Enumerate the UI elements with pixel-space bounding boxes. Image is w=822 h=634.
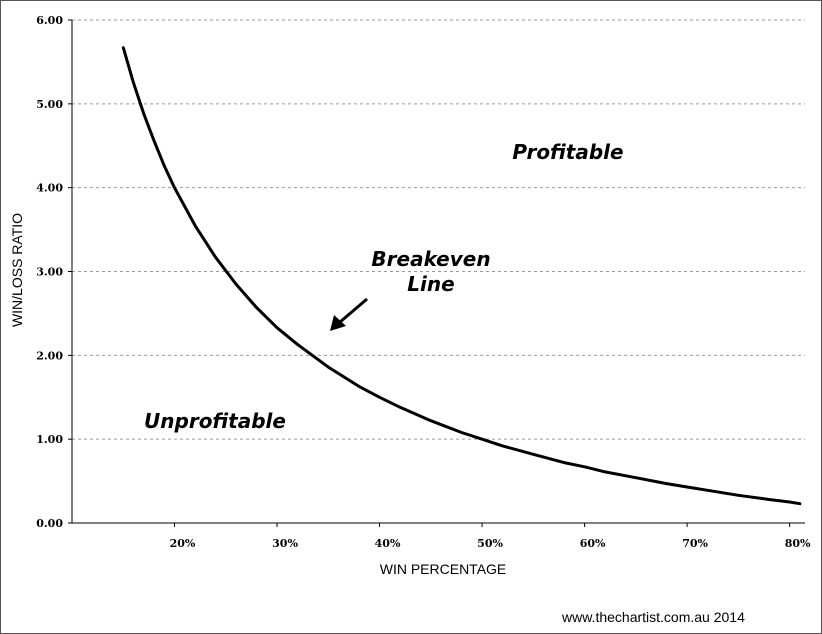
breakeven-line-series-0 (121, 46, 802, 506)
y-tick-label-0: 0.00 (36, 517, 63, 530)
y-tick-label-2: 2.00 (36, 349, 63, 362)
x-tick-label-6: 80% (785, 537, 811, 550)
x-tick-label-0: 20% (170, 537, 196, 550)
y-tick-label-4: 4.00 (36, 182, 63, 195)
y-tick-label-1: 1.00 (36, 433, 63, 446)
credit-text: www.thechartist.com.au 2014 (561, 609, 745, 625)
x-tick-label-5: 70% (682, 537, 708, 550)
x-tick-label-4: 60% (580, 537, 606, 550)
y-tick-label-6: 6.00 (36, 14, 63, 27)
y-axis-label: WIN/LOSS RATIO (9, 213, 25, 327)
unprofitable-annotation: Unprofitable (144, 409, 286, 433)
x-tick-label-3: 50% (477, 537, 503, 550)
x-tick-labels: 20% 30% 40% 50% 60% 70% 80% (170, 523, 811, 550)
breakeven-arrow (330, 297, 368, 331)
x-tick-label-1: 30% (272, 537, 298, 550)
breakeven-annotation-line1: Breakeven (371, 247, 490, 271)
x-axis-label: WIN PERCENTAGE (380, 561, 507, 577)
x-tick-label-2: 40% (375, 537, 401, 550)
breakeven-annotation-line2: Line (407, 272, 454, 296)
y-tick-label-5: 5.00 (36, 98, 63, 111)
series-layer (121, 46, 802, 506)
profitable-annotation: Profitable (512, 140, 623, 164)
y-tick-label-3: 3.00 (36, 266, 63, 279)
gridlines (72, 19, 805, 440)
y-tick-labels: 0.00 1.00 2.00 3.00 4.00 5.00 6.00 (36, 14, 72, 530)
